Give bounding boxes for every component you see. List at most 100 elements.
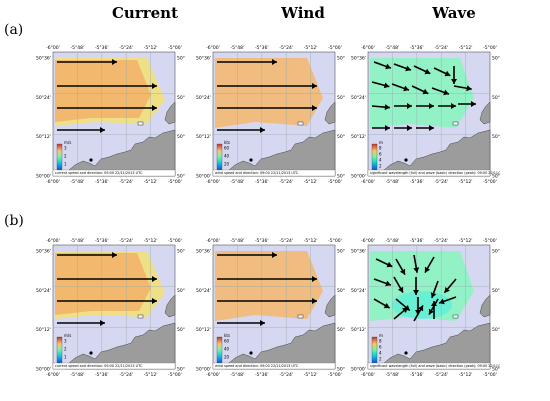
lon-tick-top: -5°24' (434, 238, 448, 244)
lat-tick-right: 50°24' (492, 95, 500, 101)
lon-tick-top: -6°00' (46, 45, 60, 51)
land-mass-east (164, 294, 176, 318)
arrow (411, 85, 429, 95)
row-label-b: (b) (4, 213, 24, 229)
arrow (416, 103, 434, 109)
arrow (391, 83, 410, 92)
arrow (217, 252, 277, 258)
arrow (393, 276, 404, 293)
map-svg: -6°00' -6°00' -5°48' -5°48' -5°36' -5°36' -5°2… (350, 233, 500, 393)
lon-tick-bottom: -5°12' (459, 179, 473, 185)
colorbar-tick: 8 (379, 338, 382, 343)
arrow (394, 125, 412, 131)
lat-tick-left: 50°24' (36, 95, 51, 101)
site-marker (404, 351, 408, 355)
arrow (217, 59, 277, 65)
map-panel-wind-a: -6°00' -6°00' -5°48' -5°48' -5°36' -5°36' -5°2… (195, 40, 345, 200)
lon-tick-top: -5°48' (386, 45, 400, 51)
panel-caption: significant wavelength (full) and wave (… (370, 364, 500, 368)
colorbar-tick: 4 (379, 350, 382, 355)
lat-tick-right: 50°12' (177, 134, 185, 140)
arrow (433, 67, 451, 77)
land-mass-east (324, 294, 336, 318)
lon-tick-bottom: -5°00' (328, 179, 342, 185)
lat-tick-right: 50°12' (337, 134, 345, 140)
lat-tick-left: 50°36' (36, 56, 51, 62)
arrow (416, 125, 434, 131)
lon-tick-bottom: -5°48' (231, 179, 245, 185)
arrow (57, 59, 117, 65)
lat-tick-right: 50°36' (337, 249, 345, 255)
vector-arrows (57, 59, 157, 133)
wind-field (215, 58, 323, 128)
lat-tick-left: 50°12' (196, 327, 211, 333)
colorbar-tick: 60 (224, 338, 230, 343)
lat-tick-right: 50°00' (337, 367, 345, 373)
lat-tick-left: 50°36' (196, 249, 211, 255)
lon-tick-bottom: -5°00' (483, 372, 497, 378)
lon-tick-top: -5°36' (410, 238, 424, 244)
lon-tick-top: -5°48' (71, 45, 85, 51)
lon-tick-top: -5°00' (328, 238, 342, 244)
lon-tick-top: -5°48' (231, 238, 245, 244)
arrow (217, 276, 317, 282)
lat-tick-left: 50°24' (196, 95, 211, 101)
arrow (430, 280, 439, 299)
arrow (373, 278, 392, 287)
lon-tick-top: -5°12' (144, 45, 158, 51)
panel-caption: wind speed and direction: 09:00 22/11/20… (215, 171, 299, 175)
lon-tick-bottom: -5°00' (168, 372, 182, 378)
lon-tick-bottom: -5°00' (168, 179, 182, 185)
lon-tick-top: -5°48' (231, 45, 245, 51)
lat-tick-left: 50°00' (351, 174, 366, 180)
lon-tick-top: -5°24' (119, 238, 133, 244)
lon-tick-top: -5°24' (279, 238, 293, 244)
lon-tick-top: -5°24' (279, 45, 293, 51)
lat-tick-left: 50°12' (351, 134, 366, 140)
lat-tick-right: 50°00' (177, 174, 185, 180)
colorbar (371, 336, 378, 366)
arrow (438, 103, 456, 109)
lon-tick-top: -5°00' (168, 238, 182, 244)
colorbar-unit: m (379, 333, 383, 338)
lat-tick-left: 50°12' (36, 134, 51, 140)
colorbar-tick: 6 (379, 151, 382, 156)
lon-tick-bottom: -5°36' (410, 372, 424, 378)
lon-tick-bottom: -5°36' (255, 179, 269, 185)
map-panel-wave-b: -6°00' -6°00' -5°48' -5°48' -5°36' -5°36' -5°2… (350, 233, 500, 393)
arrow (395, 258, 406, 275)
lon-tick-bottom: -6°00' (361, 179, 375, 185)
arrow (57, 252, 117, 258)
colorbar (371, 143, 378, 173)
arrow (413, 305, 424, 322)
lon-tick-bottom: -5°36' (95, 372, 109, 378)
arrow (57, 298, 157, 304)
lon-tick-top: -5°00' (483, 45, 497, 51)
column-title-wind: Wind (281, 4, 325, 22)
arrow (451, 66, 457, 84)
arrow (371, 104, 391, 111)
lon-tick-bottom: -5°24' (279, 372, 293, 378)
colorbar-unit: m/s (64, 140, 71, 145)
lat-tick-right: 50°24' (337, 288, 345, 294)
colorbar-tick: 6 (379, 344, 382, 349)
lon-tick-bottom: -5°48' (386, 179, 400, 185)
arrow (373, 61, 392, 70)
colorbar-tick: 8 (379, 145, 382, 150)
lon-tick-top: -5°12' (459, 45, 473, 51)
lat-tick-right: 50°12' (337, 327, 345, 333)
colorbar-tick: 3 (64, 338, 67, 343)
arrow (217, 320, 265, 326)
port-marker (137, 314, 144, 319)
lon-tick-bottom: -5°24' (119, 179, 133, 185)
map-panel-wave-a: -6°00' -6°00' -5°48' -5°48' -5°36' -5°36' -5°2… (350, 40, 500, 200)
arrow (413, 254, 420, 273)
row-label-a: (a) (4, 22, 24, 38)
arrow (393, 63, 412, 72)
lon-tick-bottom: -5°00' (328, 372, 342, 378)
arrow (375, 258, 393, 268)
lon-tick-bottom: -5°12' (459, 372, 473, 378)
map-panel-current-b: -6°00' -6°00' -5°48' -5°48' -5°36' -5°36' -5°2… (35, 233, 185, 393)
lon-tick-top: -5°48' (386, 238, 400, 244)
lon-tick-bottom: -6°00' (206, 179, 220, 185)
